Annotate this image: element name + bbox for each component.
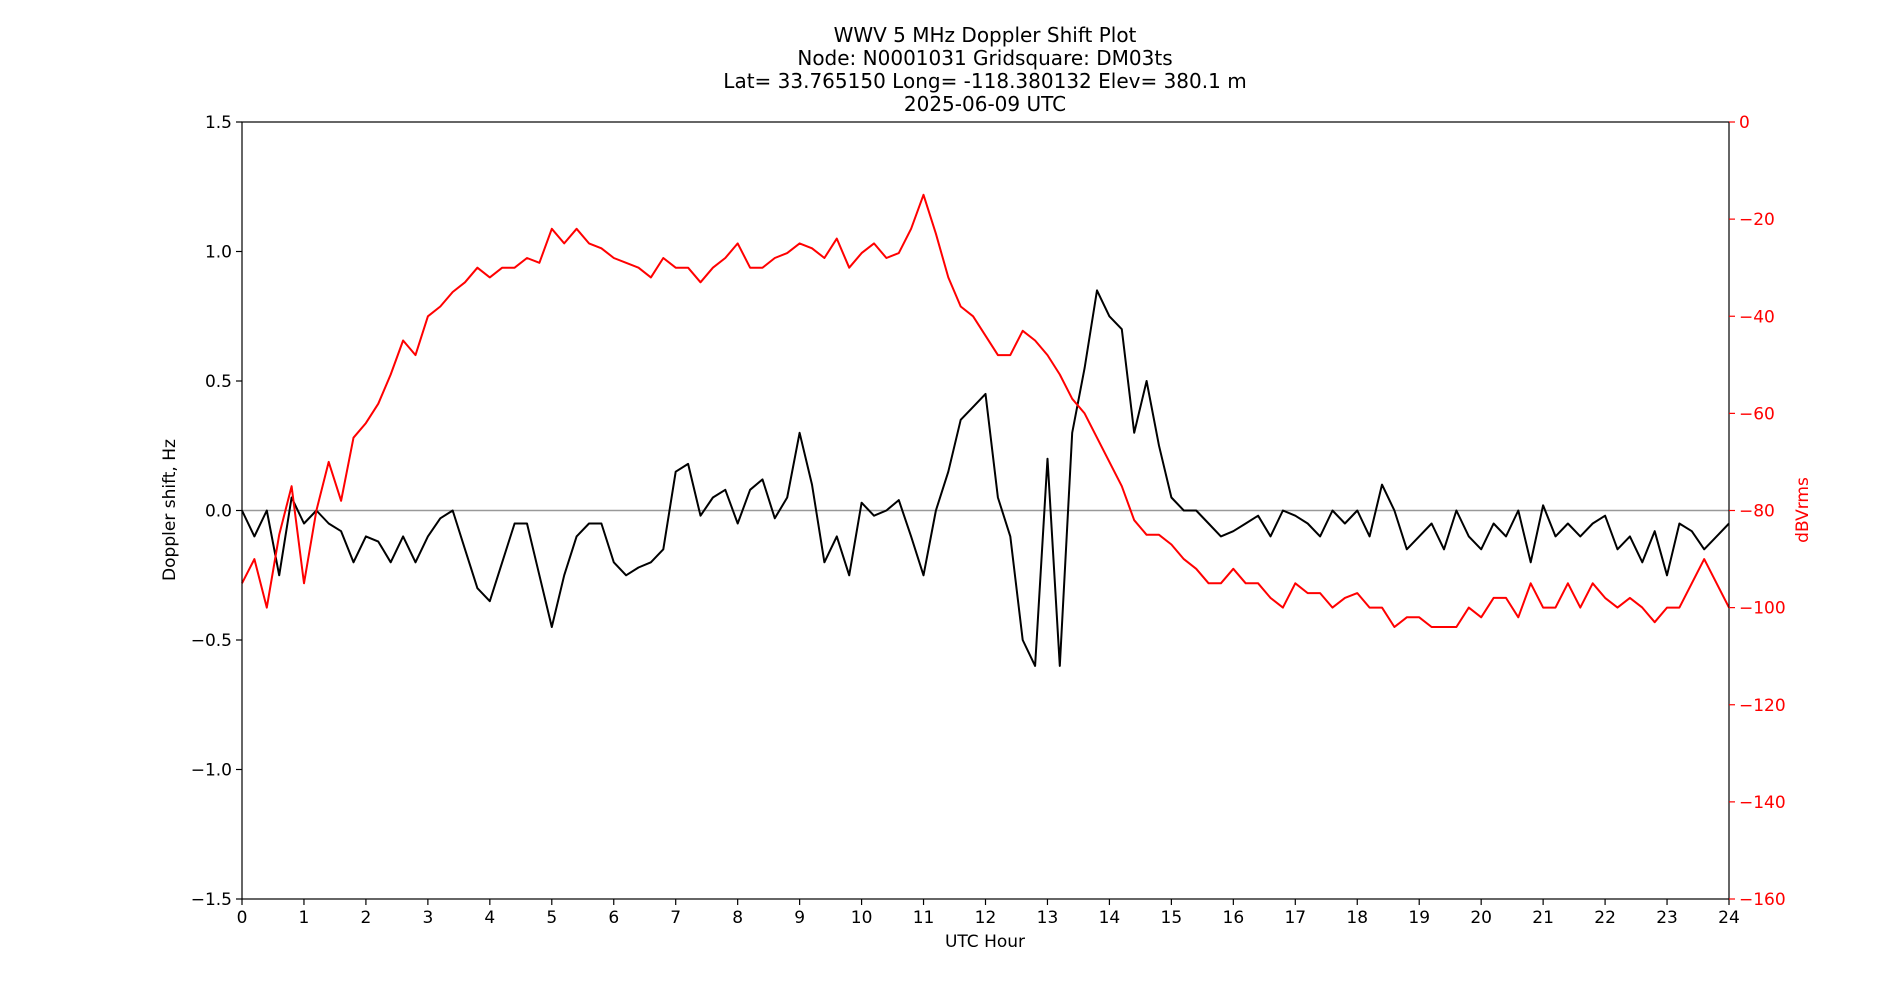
x-tick-label: 2: [361, 908, 372, 928]
right-y-tick-label: −100: [1739, 599, 1786, 619]
x-tick-label: 0: [237, 908, 248, 928]
x-tick-label: 20: [1470, 908, 1492, 928]
right-y-tick-label: −120: [1739, 696, 1786, 716]
x-tick-label: 24: [1718, 908, 1740, 928]
title-line-3: Lat= 33.765150 Long= -118.380132 Elev= 3…: [723, 69, 1246, 93]
right-y-axis-label: dBVrms: [1793, 477, 1813, 543]
left-y-axis: 1.5 1.0 0.5 0.0 −0.5 −1.0 −1.5: [191, 113, 242, 910]
x-tick-label: 10: [851, 908, 873, 928]
x-tick-label: 17: [1284, 908, 1306, 928]
x-tick-label: 7: [670, 908, 681, 928]
x-tick-label: 19: [1408, 908, 1430, 928]
left-y-tick-label: −1.0: [191, 761, 232, 781]
title-line-1: WWV 5 MHz Doppler Shift Plot: [834, 23, 1137, 47]
x-tick-label: 11: [913, 908, 935, 928]
left-y-axis-label: Doppler shift, Hz: [160, 439, 180, 581]
right-y-tick-label: −80: [1739, 502, 1775, 522]
x-tick-label: 4: [484, 908, 495, 928]
x-tick-label: 13: [1037, 908, 1059, 928]
left-y-tick-label: 1.5: [205, 113, 232, 133]
left-y-tick-label: 1.0: [205, 243, 232, 263]
title-line-4: 2025-06-09 UTC: [904, 92, 1066, 116]
doppler-series-line: [241, 289, 1730, 667]
x-tick-label: 15: [1161, 908, 1183, 928]
x-tick-label: 22: [1594, 908, 1616, 928]
x-axis-label: UTC Hour: [945, 932, 1025, 952]
x-tick-label: 6: [608, 908, 619, 928]
x-tick-label: 1: [299, 908, 310, 928]
x-tick-label: 8: [732, 908, 743, 928]
x-tick-label: 18: [1346, 908, 1368, 928]
right-y-tick-label: −140: [1739, 793, 1786, 813]
left-y-tick-label: 0.0: [205, 502, 232, 522]
x-tick-label: 14: [1099, 908, 1121, 928]
x-axis: 0 1 2 3 4 5 6 7 8 9 10 11 12 13 14 15 16 17 18 19 20 21 22 23 24: [237, 899, 1740, 928]
x-tick-label: 3: [422, 908, 433, 928]
plot-area: [241, 193, 1730, 667]
chart-title: WWV 5 MHz Doppler Shift Plot Node: N0001…: [723, 23, 1246, 116]
left-y-tick-label: 0.5: [205, 372, 232, 392]
right-y-tick-label: −20: [1739, 210, 1775, 230]
right-y-axis: 0 −20 −40 −60 −80 −100 −120 −140 −160: [1729, 113, 1786, 910]
right-y-tick-label: 0: [1739, 113, 1750, 133]
x-tick-label: 21: [1532, 908, 1554, 928]
x-tick-label: 16: [1223, 908, 1245, 928]
power-series-line: [241, 193, 1730, 628]
x-tick-label: 5: [546, 908, 557, 928]
right-y-tick-label: −40: [1739, 307, 1775, 327]
left-y-tick-label: −0.5: [191, 631, 232, 651]
x-tick-label: 9: [794, 908, 805, 928]
right-y-tick-label: −60: [1739, 404, 1775, 424]
right-y-tick-label: −160: [1739, 890, 1786, 910]
title-line-2: Node: N0001031 Gridsquare: DM03ts: [797, 46, 1172, 70]
x-tick-label: 12: [975, 908, 997, 928]
left-y-tick-label: −1.5: [191, 890, 232, 910]
x-tick-label: 23: [1656, 908, 1678, 928]
